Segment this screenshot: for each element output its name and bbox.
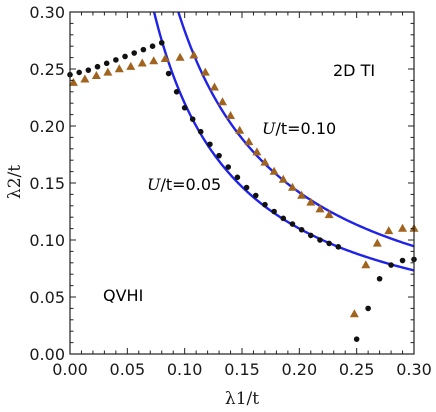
data-point-circle bbox=[234, 174, 241, 181]
data-point-circle bbox=[317, 237, 323, 243]
data-point-circle bbox=[173, 89, 180, 95]
y-tick-label: 0.20 bbox=[29, 117, 65, 136]
data-point-triangle bbox=[244, 137, 254, 146]
data-point-triangle bbox=[209, 82, 219, 91]
data-point-circle bbox=[353, 336, 360, 342]
x-tick-label: 0.20 bbox=[282, 360, 318, 379]
curve-label-u010: U/t=0.10 bbox=[262, 119, 336, 138]
data-point-triangle bbox=[114, 64, 124, 73]
data-point-circle bbox=[308, 232, 314, 239]
data-point-triangle bbox=[384, 226, 394, 235]
data-point-circle bbox=[165, 70, 172, 77]
x-tick-label: 0.15 bbox=[224, 360, 260, 379]
y-tick-label: 0.00 bbox=[29, 345, 65, 364]
data-point-triangle bbox=[226, 110, 236, 119]
data-point-circle bbox=[399, 257, 406, 264]
y-tick-label: 0.25 bbox=[29, 60, 65, 79]
phase-label-qvhi: QVHI bbox=[103, 286, 143, 305]
data-point-triangle bbox=[200, 67, 210, 76]
data-point-triangle bbox=[297, 190, 307, 199]
data-point-triangle bbox=[126, 61, 136, 70]
data-point-circle bbox=[326, 240, 332, 247]
data-point-triangle bbox=[149, 56, 159, 65]
x-axis-title: λ1/t bbox=[225, 389, 259, 409]
x-tick-label: 0.00 bbox=[52, 360, 88, 379]
data-point-circle bbox=[388, 262, 394, 268]
data-point-triangle bbox=[68, 77, 78, 86]
x-tick-label: 0.10 bbox=[167, 360, 203, 379]
data-point-triangle bbox=[278, 174, 288, 183]
data-point-triangle bbox=[91, 71, 101, 80]
data-point-circle bbox=[216, 152, 222, 159]
data-point-triangle bbox=[189, 50, 199, 59]
data-point-circle bbox=[140, 46, 147, 53]
data-point-circle bbox=[113, 57, 119, 63]
y-tick-label: 0.15 bbox=[29, 174, 65, 193]
y-tick-label: 0.10 bbox=[29, 231, 65, 250]
data-point-circle bbox=[85, 67, 92, 73]
axis-ticks: 0.00 0.05 0.10 0.15 0.20 0.25 0.30 0.00 0.05 0.10… bbox=[29, 3, 431, 379]
x-tick-label: 0.05 bbox=[110, 360, 146, 379]
data-point-circle bbox=[149, 43, 156, 49]
y-axis-title: λ2/t bbox=[5, 165, 25, 199]
data-point-circle bbox=[207, 141, 213, 148]
data-point-circle bbox=[181, 104, 188, 111]
data-point-circle bbox=[365, 305, 371, 312]
data-point-triangle bbox=[315, 204, 325, 213]
data-point-circle bbox=[252, 192, 259, 199]
phase-label-2d-ti: 2D TI bbox=[333, 61, 375, 80]
data-point-circle bbox=[197, 128, 204, 135]
y-tick-label: 0.05 bbox=[29, 288, 65, 307]
y-tick-label: 0.30 bbox=[29, 3, 65, 22]
data-point-circle bbox=[335, 244, 342, 250]
data-point-triangle bbox=[160, 53, 170, 62]
data-point-circle bbox=[271, 208, 277, 215]
data-point-triangle bbox=[235, 125, 245, 134]
data-point-triangle bbox=[137, 58, 147, 67]
data-point-circle bbox=[376, 275, 383, 282]
data-point-circle bbox=[262, 201, 268, 208]
data-point-triangle bbox=[260, 157, 270, 166]
data-point-circle bbox=[131, 50, 138, 56]
data-point-triangle bbox=[372, 238, 382, 247]
data-point-triangle bbox=[361, 260, 371, 269]
data-point-circle bbox=[122, 53, 128, 60]
data-point-triangle bbox=[103, 67, 113, 76]
data-point-circle bbox=[103, 60, 110, 67]
data-point-circle bbox=[94, 63, 101, 70]
data-point-circle bbox=[158, 39, 165, 46]
data-point-triangle bbox=[175, 52, 185, 61]
data-point-triangle bbox=[306, 197, 316, 206]
data-point-triangle bbox=[80, 74, 90, 83]
data-point-triangle bbox=[218, 97, 228, 106]
data-point-triangle bbox=[269, 166, 279, 175]
data-point-circle bbox=[298, 226, 305, 233]
data-point-circle bbox=[189, 116, 196, 122]
data-point-circle bbox=[289, 221, 296, 227]
x-tick-label: 0.30 bbox=[396, 360, 432, 379]
data-point-circle bbox=[243, 184, 250, 191]
data-point-triangle bbox=[349, 309, 359, 318]
data-point-circle bbox=[280, 215, 287, 222]
data-point-triangle bbox=[252, 147, 262, 156]
data-point-circle bbox=[225, 164, 232, 170]
data-point-triangle bbox=[398, 223, 408, 232]
fit-curves bbox=[152, 11, 415, 272]
x-tick-label: 0.25 bbox=[339, 360, 375, 379]
data-point-circle bbox=[76, 69, 82, 76]
data-point-triangle bbox=[287, 182, 297, 191]
data-point-triangle bbox=[324, 210, 334, 219]
curve-label-u005: U/t=0.05 bbox=[147, 175, 221, 194]
